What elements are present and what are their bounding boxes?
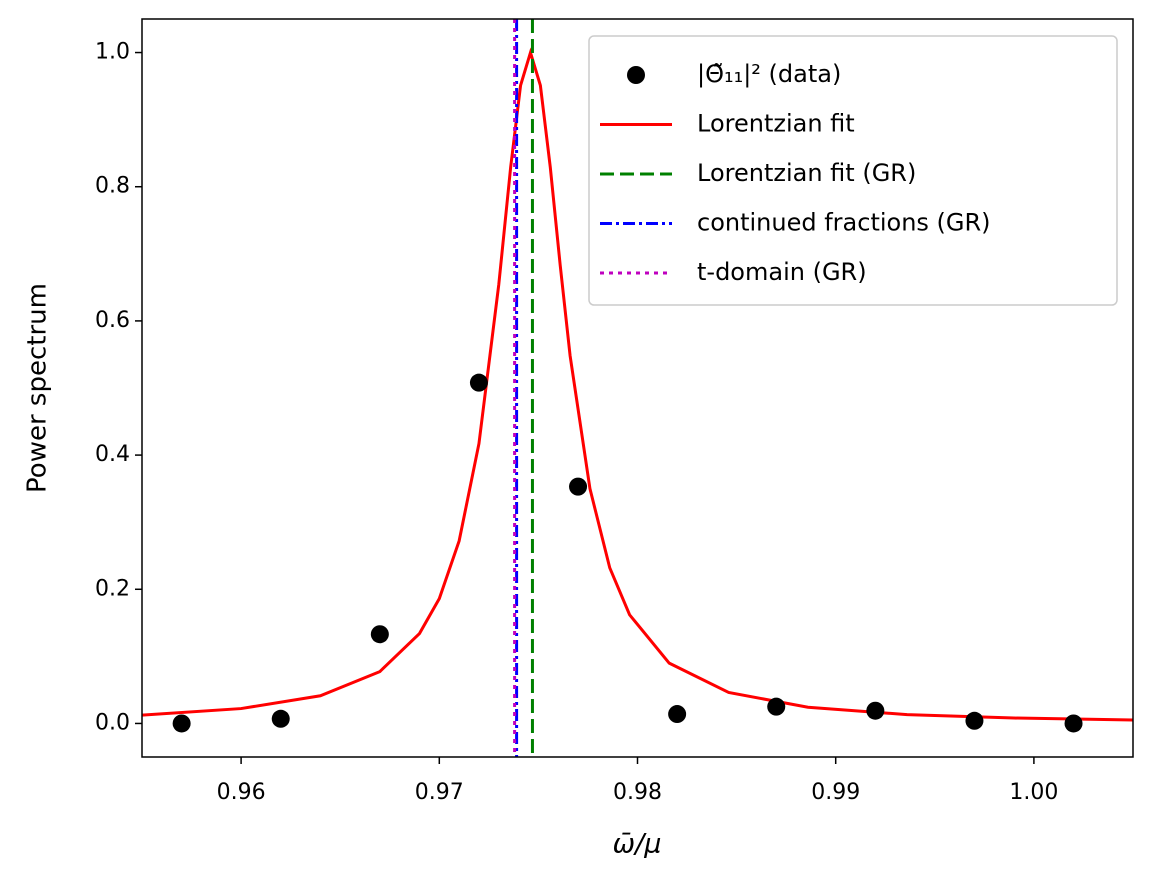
data-point [767,697,786,716]
y-tick-label: 0.2 [95,576,130,601]
x-tick-label: 1.00 [1009,780,1058,805]
x-tick-label: 0.96 [217,780,266,805]
legend-marker [627,66,645,84]
data-point [965,711,984,730]
y-tick-label: 0.0 [95,710,130,735]
legend-label: Lorentzian fit [697,110,855,138]
y-tick-label: 0.6 [95,308,130,333]
data-point [172,714,191,733]
y-tick-label: 0.4 [95,442,130,467]
fit-curve [142,47,1133,722]
data-point [1064,714,1083,733]
plot-area [142,19,1133,757]
data-point [370,625,389,644]
y-tick-label: 1.0 [95,40,130,65]
y-tick-label: 0.8 [95,174,130,199]
x-tick-label: 0.97 [415,780,464,805]
data-point [866,701,885,720]
data-point [668,705,687,724]
legend-box [588,35,1118,306]
legend-label: |Θ̃₁₁|² (data) [697,60,841,88]
y-axis-label: Power spectrum [23,283,53,493]
legend-label: t-domain (GR) [697,258,867,286]
legend-label: Lorentzian fit (GR) [697,159,916,187]
data-point [271,709,290,728]
data-point [569,477,588,496]
x-tick-label: 0.98 [613,780,662,805]
x-axis-label: ω̄/μ [613,829,662,860]
data-point [469,373,488,392]
plot-frame [141,18,1134,758]
x-tick-label: 0.99 [811,780,860,805]
legend-label: continued fractions (GR) [697,209,991,237]
